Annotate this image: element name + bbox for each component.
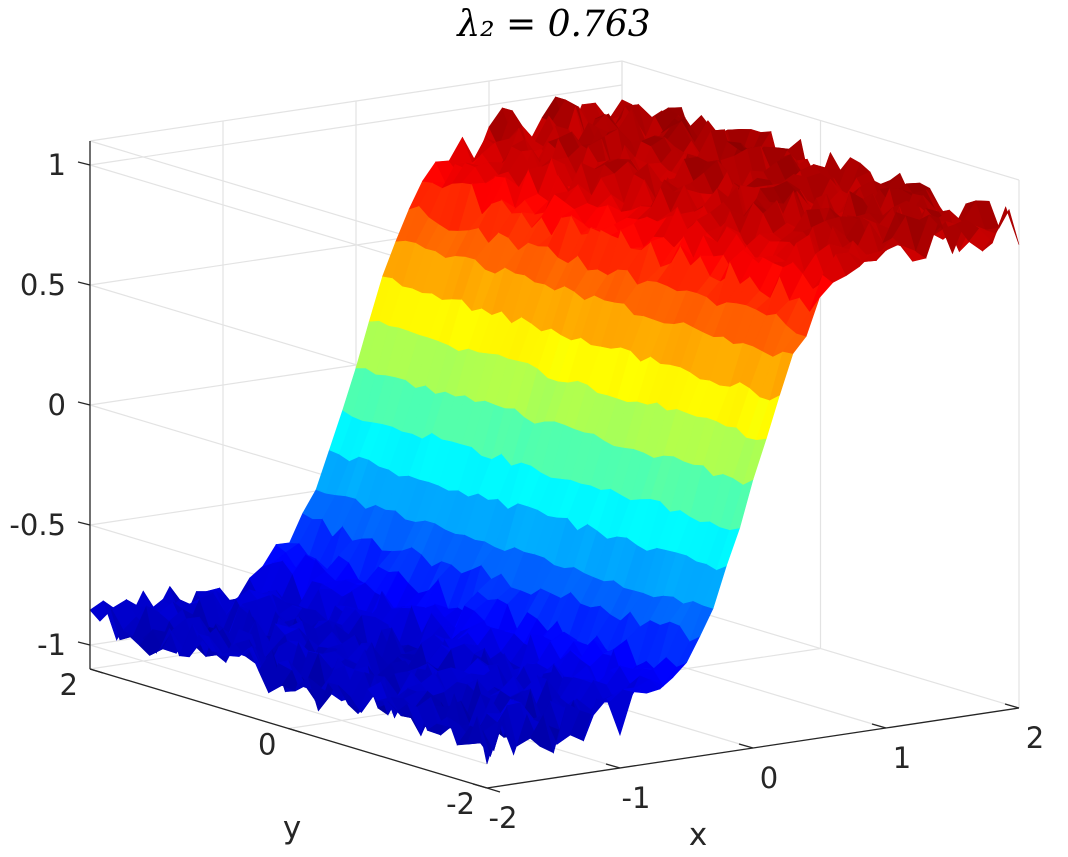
x-tick-label: 0 xyxy=(760,761,778,795)
y-tick-label: 2 xyxy=(60,668,78,702)
z-tick-label: 0 xyxy=(48,388,66,422)
z-tick-mark xyxy=(77,641,91,646)
tick-labels: -1 -0.5 0 0.5 1 -2 0 2 -2 -1 0 1 2 xyxy=(9,148,1044,835)
x-tick-mark xyxy=(738,743,754,749)
x-tick-label: 2 xyxy=(1026,721,1044,755)
y-axis-label: y xyxy=(283,810,301,846)
z-tick-label: 1 xyxy=(48,148,66,182)
z-tick-mark xyxy=(77,521,91,526)
y-tick-mark xyxy=(89,668,104,674)
x-tick-label: -1 xyxy=(622,781,651,815)
y-tick-label: 0 xyxy=(258,728,276,762)
surface xyxy=(89,96,1020,765)
x-tick-label: 1 xyxy=(893,741,911,775)
z-tick-mark xyxy=(77,401,91,406)
z-tick-label: -0.5 xyxy=(9,508,66,542)
x-tick-mark xyxy=(1004,703,1020,709)
x-tick-mark xyxy=(472,783,488,789)
x-tick-label: -2 xyxy=(489,801,518,835)
x-tick-mark xyxy=(871,723,887,729)
axes-lines xyxy=(77,141,1020,793)
z-tick-label: 0.5 xyxy=(20,268,66,302)
x-axis-label: x xyxy=(689,817,707,853)
y-tick-mark xyxy=(486,787,501,793)
x-tick-mark xyxy=(605,763,621,769)
z-tick-mark xyxy=(77,161,91,166)
grid-line xyxy=(89,60,1020,261)
z-tick-mark xyxy=(77,281,91,286)
y-tick-mark xyxy=(288,727,302,734)
chart-title: λ₂ = 0.763 xyxy=(455,4,650,45)
z-tick-label: -1 xyxy=(37,628,66,662)
surface-patch xyxy=(995,206,1020,245)
y-tick-label: -2 xyxy=(446,787,475,821)
